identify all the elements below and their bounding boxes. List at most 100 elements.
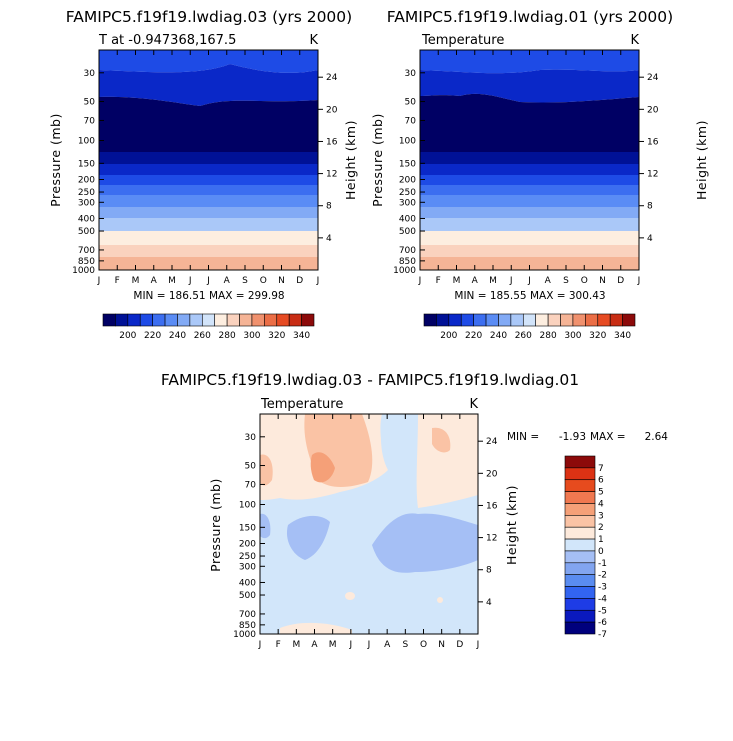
- panel-2-colorbar-swatch: [609, 313, 623, 327]
- panel-2-colorbar-label: 200: [440, 331, 457, 341]
- panel-1-colorbar-swatch: [177, 313, 191, 327]
- panel-3: FAMIPC5.f19f19.lwdiag.03 - FAMIPC5.f19f1…: [161, 371, 668, 650]
- panel-2-ytick-label: 30: [405, 69, 417, 79]
- panel-1-colorbar-label: 220: [144, 331, 161, 341]
- panel-3-xtick-label: J: [258, 640, 262, 650]
- panel-1-band: [99, 218, 318, 231]
- panel-2-colorbar-swatch: [585, 313, 599, 327]
- panel-1-colorbar-swatch: [214, 313, 228, 327]
- panel-3-region: [345, 592, 355, 600]
- panel-2-xtick-label: A: [545, 276, 552, 286]
- panel-3-colorbar-label: -6: [598, 618, 607, 628]
- panel-1-band: [99, 185, 318, 195]
- panel-1-ylabel-right: Height (km): [343, 120, 358, 200]
- panel-1-ytick-label: 1000: [72, 266, 95, 276]
- panel-3-ytick-label: 850: [239, 621, 256, 631]
- panel-3-ylabel-right: Height (km): [504, 485, 519, 565]
- panel-3-xtick-label: D: [456, 640, 463, 650]
- panel-2-band: [420, 164, 639, 175]
- panel-1-colorbar-swatch: [276, 313, 290, 327]
- panel-2-colorbar-swatch: [473, 313, 487, 327]
- panel-3-ytick-label: 500: [239, 591, 256, 601]
- panel-2-ylabel-right: Height (km): [694, 120, 709, 200]
- panel-1-colorbar-label: 340: [293, 331, 310, 341]
- panel-1-colorbar-label: 320: [268, 331, 285, 341]
- panel-3-colorbar-label: -1: [598, 559, 607, 569]
- panel-2-xtick-label: N: [599, 276, 606, 286]
- panel-2-xtick-label: J: [509, 276, 513, 286]
- panel-2-colorbar-label: 260: [515, 331, 532, 341]
- panel-2-colorbar-label: 320: [589, 331, 606, 341]
- panel-2-stats: MIN = 185.55 MAX = 300.43: [454, 290, 605, 302]
- panel-3-xtick-label: J: [349, 640, 353, 650]
- panel-1: FAMIPC5.f19f19.lwdiag.03 (yrs 2000) T at…: [48, 8, 358, 341]
- panel-3-region: [437, 597, 443, 603]
- panel-3-xtick-label: J: [476, 640, 480, 650]
- panel-3-ytick-label: 70: [245, 480, 257, 490]
- panel-1-ytick-right-label: 16: [326, 137, 338, 147]
- panel-3-colorbar-swatch: [564, 562, 596, 575]
- panel-2-colorbar-swatch: [572, 313, 586, 327]
- panel-2-colorbar-label: 280: [540, 331, 557, 341]
- panel-3-subtitle: Temperature: [260, 397, 343, 412]
- panel-2-xtick-label: A: [472, 276, 479, 286]
- panel-3-xtick-label: A: [311, 640, 318, 650]
- panel-2-ytick-label: 50: [405, 98, 417, 108]
- panel-3-stat-max: 2.64: [645, 431, 669, 443]
- panel-1-ytick-right-label: 20: [326, 105, 338, 115]
- panel-2-colorbar-label: 240: [490, 331, 507, 341]
- panel-2-ytick-right-label: 12: [647, 170, 658, 180]
- panel-3-ytick-right-label: 4: [486, 598, 492, 608]
- panel-3-colorbar-swatch: [564, 515, 596, 528]
- panel-2-band: [420, 152, 639, 164]
- panel-1-band: [99, 164, 318, 175]
- panel-2-ytick-right-label: 20: [647, 105, 659, 115]
- panel-3-ytick-right-label: 12: [486, 534, 497, 544]
- panel-1-colorbar-swatch: [201, 313, 216, 327]
- panel-3-stat-min: -1.93: [559, 431, 586, 443]
- panel-1-plot: [99, 50, 318, 270]
- panel-1-band: [99, 207, 318, 218]
- panel-2-band: [420, 195, 639, 207]
- panel-3-region: [260, 454, 273, 486]
- panel-3-colorbar-swatch: [564, 491, 596, 504]
- panel-3-units: K: [469, 397, 478, 412]
- panel-3-colorbar-label: 1: [598, 535, 604, 545]
- panel-2-ytick-label: 300: [399, 198, 416, 208]
- panel-2-ytick-label: 500: [399, 227, 416, 237]
- panel-1-ytick-label: 300: [78, 198, 95, 208]
- panel-2-ytick-label: 150: [399, 159, 416, 169]
- panel-2-colorbar-swatch: [622, 313, 636, 327]
- panel-1-ytick-right-label: 8: [326, 202, 332, 212]
- panel-2-xtick-label: M: [453, 276, 461, 286]
- panel-1-xtick-label: S: [242, 276, 248, 286]
- panel-3-ytick-right-label: 24: [486, 437, 498, 447]
- panel-1-colorbar-swatch: [301, 313, 315, 327]
- panel-3-ytick-right-label: 16: [486, 501, 498, 511]
- panel-3-xtick-label: N: [438, 640, 445, 650]
- panel-1-xtick-label: J: [316, 276, 320, 286]
- panel-3-region: [372, 513, 478, 573]
- panel-1-band: [99, 245, 318, 257]
- panel-3-ytick-label: 250: [239, 552, 256, 562]
- panel-2-colorbar-swatch: [522, 313, 537, 327]
- panel-1-subtitle: T at -0.947368,167.5: [98, 33, 236, 48]
- panel-2-band: [420, 207, 639, 218]
- panel-3-region: [286, 515, 330, 560]
- panel-3-colorbar-swatch: [564, 467, 596, 481]
- panel-1-colorbar-label: 200: [119, 331, 136, 341]
- panel-2-colorbar-label: 340: [614, 331, 631, 341]
- panel-1-xtick-label: A: [151, 276, 158, 286]
- panel-1-ytick-right-label: 12: [326, 170, 337, 180]
- panel-1-ytick-label: 250: [78, 188, 95, 198]
- panel-1-xtick-label: N: [278, 276, 285, 286]
- panel-2-xtick-label: F: [436, 276, 441, 286]
- panel-2-ytick-right-label: 24: [647, 73, 659, 83]
- panel-1-colorbar-swatch: [288, 313, 302, 327]
- panel-1-band: [99, 175, 318, 185]
- panel-1-colorbar-swatch: [264, 313, 278, 327]
- panel-1-colorbar-label: 260: [194, 331, 211, 341]
- panel-1-colorbar-swatch: [152, 313, 166, 327]
